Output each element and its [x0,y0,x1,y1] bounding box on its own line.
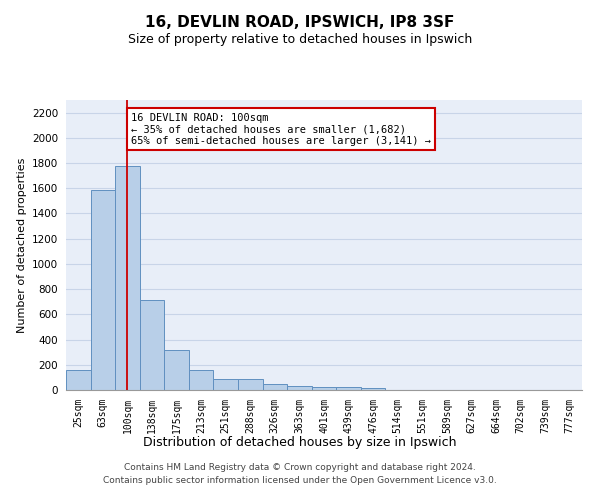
Bar [263,384,287,390]
Bar [361,388,385,390]
Text: 16, DEVLIN ROAD, IPSWICH, IP8 3SF: 16, DEVLIN ROAD, IPSWICH, IP8 3SF [145,15,455,30]
Bar [164,350,189,390]
Text: Distribution of detached houses by size in Ipswich: Distribution of detached houses by size … [143,436,457,449]
Bar [91,190,115,390]
Bar [214,378,238,390]
Bar [287,386,312,390]
Y-axis label: Number of detached properties: Number of detached properties [17,158,26,332]
Bar [140,300,164,390]
Text: 16 DEVLIN ROAD: 100sqm
← 35% of detached houses are smaller (1,682)
65% of semi-: 16 DEVLIN ROAD: 100sqm ← 35% of detached… [131,112,431,146]
Bar [115,166,140,390]
Text: Size of property relative to detached houses in Ipswich: Size of property relative to detached ho… [128,32,472,46]
Bar [189,370,214,390]
Bar [238,378,263,390]
Bar [66,370,91,390]
Text: Contains HM Land Registry data © Crown copyright and database right 2024.
Contai: Contains HM Land Registry data © Crown c… [103,464,497,485]
Bar [312,388,336,390]
Bar [336,388,361,390]
